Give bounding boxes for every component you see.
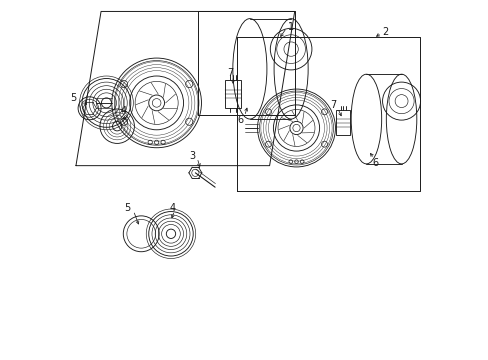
- Text: 7: 7: [226, 68, 233, 78]
- Text: 6: 6: [371, 158, 378, 168]
- Text: 2: 2: [382, 27, 388, 37]
- Text: 5: 5: [70, 93, 76, 103]
- Text: 6: 6: [237, 115, 243, 125]
- Text: 4: 4: [120, 106, 126, 116]
- Text: 4: 4: [169, 203, 176, 213]
- Text: 3: 3: [189, 150, 195, 161]
- Bar: [335, 110, 349, 135]
- Text: 1: 1: [287, 22, 294, 32]
- Text: 5: 5: [123, 203, 130, 213]
- Text: 7: 7: [329, 100, 336, 110]
- Bar: [224, 80, 241, 108]
